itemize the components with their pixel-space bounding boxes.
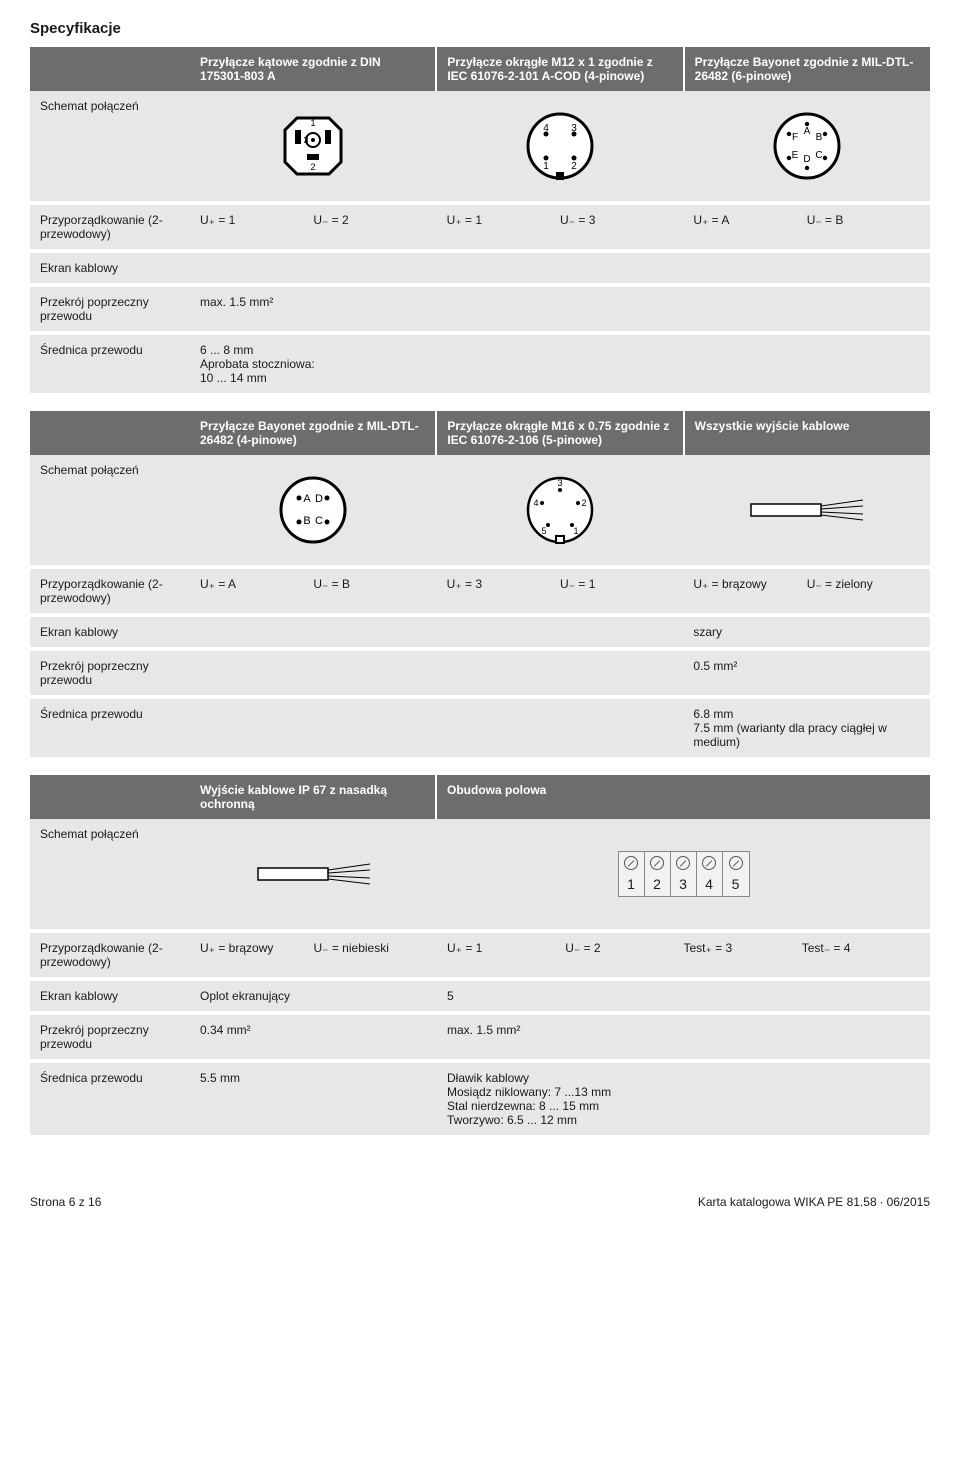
block1-header-row: Przyłącze kątowe zgodnie z DIN 175301-80…	[30, 47, 930, 91]
b1-c1b: U₋ = 2	[313, 213, 426, 241]
svg-text:C: C	[315, 515, 323, 527]
spec-block-2: Przyłącze Bayonet zgodnie z MIL-DTL-2648…	[30, 411, 930, 757]
svg-text:1: 1	[573, 526, 578, 536]
row-label-ekran: Ekran kablowy	[30, 253, 190, 283]
block1-schematic-row: Schemat połączeń 1 3 2 4 3 1 2	[30, 91, 930, 201]
cable-diagram	[683, 455, 930, 565]
block2-head-1: Przyłącze Bayonet zgodnie z MIL-DTL-2648…	[190, 411, 437, 455]
block2-schematic-row: Schemat połączeń A D B C 3 2 1 5 4	[30, 455, 930, 565]
block3-assign-row: Przyporządkowanie (2-przewodowy) U₊ = br…	[30, 933, 930, 977]
page-footer: Strona 6 z 16 Karta katalogowa WIKA PE 8…	[30, 1195, 930, 1209]
din-connector-diagram: 1 3 2	[190, 91, 437, 201]
svg-text:4: 4	[533, 498, 538, 508]
row-label-przyporz: Przyporządkowanie (2-przewodowy)	[30, 205, 190, 249]
svg-text:5: 5	[541, 526, 546, 536]
row-label-schemat: Schemat połączeń	[30, 91, 190, 201]
block3-srednica-row: Średnica przewodu 5.5 mm Dławik kablowy …	[30, 1063, 930, 1135]
page-title: Specyfikacje	[30, 20, 930, 37]
footer-doc-ref: Karta katalogowa WIKA PE 81.58 ∙ 06/2015	[698, 1195, 930, 1209]
block3-header-row: Wyjście kablowe IP 67 z nasadką ochronną…	[30, 775, 930, 819]
svg-text:E: E	[791, 150, 798, 161]
block2-ekran-row: Ekran kablowy szary	[30, 617, 930, 647]
svg-text:C: C	[815, 150, 822, 161]
b1-c3a: U₊ = A	[693, 213, 806, 241]
svg-text:3: 3	[304, 135, 309, 145]
b1-c3b: U₋ = B	[807, 213, 920, 241]
block2-header-row: Przyłącze Bayonet zgodnie z MIL-DTL-2648…	[30, 411, 930, 455]
spec-block-3: Wyjście kablowe IP 67 z nasadką ochronną…	[30, 775, 930, 1135]
svg-text:2: 2	[581, 498, 586, 508]
footer-page-number: Strona 6 z 16	[30, 1195, 101, 1209]
b1-c2a: U₊ = 1	[447, 213, 560, 241]
svg-text:1: 1	[311, 118, 316, 128]
block3-ekran-row: Ekran kablowy Oplot ekranujący 5	[30, 981, 930, 1011]
block2-srednica-row: Średnica przewodu 6.8 mm 7.5 mm (wariant…	[30, 699, 930, 757]
svg-text:D: D	[803, 154, 810, 165]
block3-schematic-row: Schemat połączeń 1 2 3 4 5	[30, 819, 930, 929]
block2-przekroj-row: Przekrój poprzeczny przewodu 0.5 mm²	[30, 651, 930, 695]
cable-ip67-diagram	[190, 819, 437, 929]
block2-head-2: Przyłącze okrągłe M16 x 0.75 zgodnie z I…	[437, 411, 684, 455]
svg-text:3: 3	[557, 478, 562, 488]
svg-text:A: A	[304, 493, 312, 505]
svg-text:A: A	[803, 126, 810, 137]
b1-c1a: U₊ = 1	[200, 213, 313, 241]
m12-connector-diagram: 4 3 1 2	[437, 91, 684, 201]
row-label-przekroj: Przekrój poprzeczny przewodu	[30, 287, 190, 331]
svg-text:4: 4	[543, 123, 549, 134]
block3-przekroj-row: Przekrój poprzeczny przewodu 0.34 mm² ma…	[30, 1015, 930, 1059]
bayonet6-connector-diagram: A B C D E F	[683, 91, 930, 201]
block2-assign-row: Przyporządkowanie (2-przewodowy) U₊ = AU…	[30, 569, 930, 613]
terminal-block: 1 2 3 4 5	[618, 851, 750, 897]
block1-ekran-row: Ekran kablowy	[30, 253, 930, 283]
m16-connector-diagram: 3 2 1 5 4	[437, 455, 684, 565]
b1-c2b: U₋ = 3	[560, 213, 673, 241]
row-label-srednica: Średnica przewodu	[30, 335, 190, 393]
svg-text:B: B	[304, 515, 311, 527]
block1-head-2: Przyłącze okrągłe M12 x 1 zgodnie z IEC …	[437, 47, 684, 91]
field-housing-diagram: 1 2 3 4 5	[437, 819, 930, 929]
svg-text:2: 2	[311, 162, 316, 172]
block1-przekroj-row: Przekrój poprzeczny przewodu max. 1.5 mm…	[30, 287, 930, 331]
svg-text:1: 1	[543, 161, 549, 172]
spec-block-1: Przyłącze kątowe zgodnie z DIN 175301-80…	[30, 47, 930, 393]
block2-head-3: Wszystkie wyjście kablowe	[685, 411, 930, 455]
block1-head-1: Przyłącze kątowe zgodnie z DIN 175301-80…	[190, 47, 437, 91]
svg-text:3: 3	[571, 123, 577, 134]
block1-srednica-row: Średnica przewodu 6 ... 8 mm Aprobata st…	[30, 335, 930, 393]
block3-head-2: Obudowa polowa	[437, 775, 930, 819]
svg-text:B: B	[815, 132, 822, 143]
svg-text:2: 2	[571, 161, 577, 172]
block1-head-3: Przyłącze Bayonet zgodnie z MIL-DTL-2648…	[685, 47, 930, 91]
bayonet4-connector-diagram: A D B C	[190, 455, 437, 565]
svg-text:F: F	[792, 132, 798, 143]
block3-head-1: Wyjście kablowe IP 67 z nasadką ochronną	[190, 775, 437, 819]
svg-text:D: D	[315, 493, 323, 505]
block1-assign-row: Przyporządkowanie (2-przewodowy) U₊ = 1U…	[30, 205, 930, 249]
